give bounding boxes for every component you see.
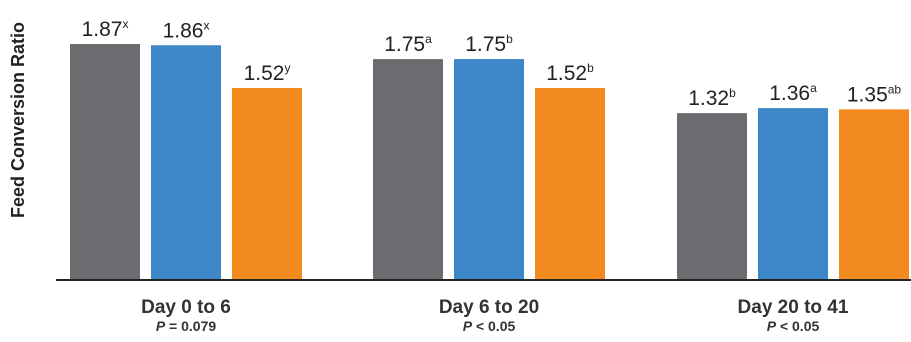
p-value-label-2: P < 0.05: [463, 318, 516, 334]
bar-value-label-3-1: 1.32b: [688, 86, 736, 110]
bar-value-label-1-3: 1.52y: [244, 61, 291, 85]
bar-1-3: [232, 87, 302, 280]
bar-value-label-1-2: 1.86x: [163, 18, 210, 42]
labels-layer: 1.87x 1.86x 1.52y 1.75a 1.75b 1.52b 1.32b 1.36a…: [82, 17, 902, 110]
category-label-2: Day 6 to 20: [439, 297, 539, 318]
bar-value-label-2-2: 1.75b: [465, 32, 513, 56]
bars-layer: [70, 44, 909, 280]
bar-value-label-2-3: 1.52b: [546, 61, 594, 85]
category-label-1: Day 0 to 6: [141, 297, 231, 318]
bar-value-label-3-3: 1.35ab: [847, 82, 902, 106]
p-value-label-3: P < 0.05: [767, 318, 820, 334]
bar-2-2: [454, 59, 524, 279]
bar-1-1: [70, 44, 140, 279]
y-axis-label: Feed Conversion Ratio: [8, 22, 28, 218]
bar-3-1: [677, 113, 747, 279]
bar-value-label-2-1: 1.75a: [384, 32, 432, 56]
bar-3-2: [758, 108, 828, 279]
bar-value-label-1-1: 1.87x: [82, 17, 129, 41]
bar-2-3: [535, 87, 605, 280]
bar-3-3: [839, 109, 909, 279]
category-label-3: Day 20 to 41: [738, 297, 849, 318]
bar-value-label-3-2: 1.36a: [769, 81, 817, 105]
bar-1-2: [151, 45, 221, 279]
p-value-label-1: P = 0.079: [156, 318, 217, 334]
bar-2-1: [373, 59, 443, 279]
